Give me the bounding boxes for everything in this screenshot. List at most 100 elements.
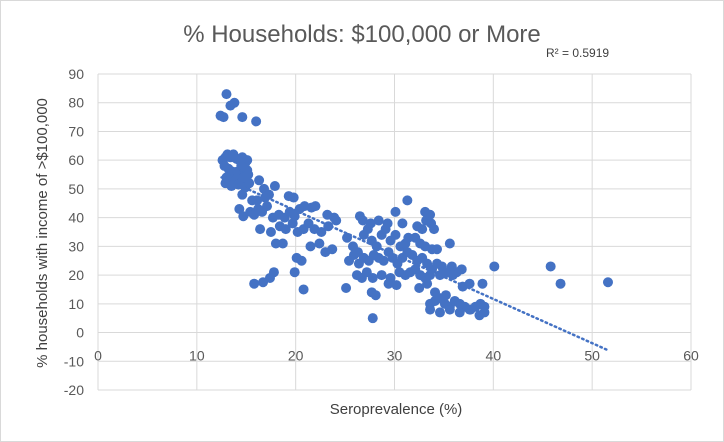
data-point: [367, 272, 378, 283]
data-point: [314, 238, 325, 249]
y-tick-label: 90: [68, 66, 84, 82]
data-point: [218, 112, 229, 123]
data-point: [288, 192, 299, 203]
data-point: [251, 116, 262, 127]
y-tick-label: 20: [68, 267, 84, 283]
data-point: [417, 224, 428, 235]
data-point: [464, 278, 475, 289]
x-tick-label: 60: [683, 348, 699, 364]
data-point: [390, 206, 401, 217]
data-point: [429, 224, 440, 235]
data-point: [414, 283, 425, 294]
trendline: [220, 176, 609, 352]
data-point: [373, 215, 384, 226]
x-tick-label: 20: [288, 348, 304, 364]
data-point: [464, 304, 475, 315]
data-point: [252, 195, 263, 206]
y-tick-label: -20: [64, 382, 84, 398]
data-point: [422, 278, 433, 289]
data-point: [545, 261, 556, 272]
data-point: [280, 224, 291, 235]
data-point: [268, 267, 279, 278]
data-point: [477, 278, 488, 289]
data-point: [378, 255, 389, 266]
x-tick-labels: 0 10 20 30 40 50 60: [94, 348, 699, 364]
y-tick-label: 0: [76, 325, 84, 341]
data-point: [444, 304, 455, 315]
data-point: [316, 227, 327, 237]
r-squared-annotation: R² = 0.5919: [546, 46, 609, 60]
data-point: [254, 175, 265, 186]
y-tick-label: 10: [68, 296, 84, 312]
data-point: [327, 244, 338, 255]
data-point: [237, 189, 248, 200]
data-point: [341, 283, 352, 294]
data-point: [454, 307, 465, 318]
y-tick-labels: -20 -10 0 10 20 30 40 50 60 70 80 90: [64, 66, 84, 398]
data-point: [391, 280, 402, 291]
y-tick-label: 80: [68, 95, 84, 111]
chart-title: % Households: $100,000 or More: [183, 21, 541, 48]
data-point: [365, 218, 376, 229]
data-points: [215, 89, 613, 324]
data-point: [310, 201, 321, 212]
data-point: [402, 195, 413, 206]
data-point: [296, 255, 307, 266]
data-point: [244, 178, 255, 189]
data-point: [229, 97, 240, 108]
data-point: [243, 169, 254, 180]
data-point: [348, 249, 359, 260]
x-tick-label: 10: [189, 348, 205, 364]
data-point: [289, 267, 300, 278]
data-point: [221, 89, 232, 100]
data-point: [262, 201, 273, 212]
data-point: [277, 238, 288, 249]
x-tick-label: 0: [94, 348, 102, 364]
x-axis-title: Seroprevalence (%): [330, 401, 463, 418]
data-point: [444, 238, 455, 249]
x-tick-label: 50: [584, 348, 600, 364]
x-tick-label: 30: [387, 348, 403, 364]
data-point: [425, 304, 436, 315]
gridlines: [97, 73, 692, 391]
data-point: [287, 218, 298, 229]
data-point: [305, 241, 316, 252]
data-point: [331, 215, 342, 226]
data-point: [397, 218, 408, 229]
y-tick-label: 50: [68, 181, 84, 197]
data-point: [383, 278, 394, 289]
data-point: [258, 277, 269, 288]
data-point: [479, 301, 490, 312]
y-axis-title: % households with income of >$100,000: [34, 98, 51, 368]
data-point: [434, 307, 445, 318]
data-point: [354, 211, 365, 222]
data-point: [390, 229, 401, 240]
data-point: [270, 238, 281, 249]
y-tick-label: 40: [68, 210, 84, 226]
data-point: [602, 277, 613, 288]
data-point: [269, 181, 280, 192]
data-point: [403, 232, 414, 243]
data-point: [249, 278, 260, 289]
data-point: [425, 209, 436, 220]
data-point: [367, 313, 378, 324]
data-point: [382, 218, 393, 229]
x-tick-label: 40: [486, 348, 502, 364]
data-point: [456, 264, 467, 275]
y-tick-label: 70: [68, 123, 84, 139]
data-point: [237, 112, 248, 123]
y-tick-label: -10: [64, 353, 84, 369]
data-point: [370, 290, 381, 301]
data-point: [255, 224, 266, 235]
y-tick-label: 30: [68, 238, 84, 254]
data-point: [265, 227, 276, 237]
data-point: [489, 261, 500, 272]
data-point: [555, 278, 566, 289]
data-point: [298, 284, 309, 295]
data-point: [431, 244, 442, 255]
y-tick-label: 60: [68, 152, 84, 168]
data-point: [376, 270, 387, 281]
data-point: [447, 270, 458, 281]
